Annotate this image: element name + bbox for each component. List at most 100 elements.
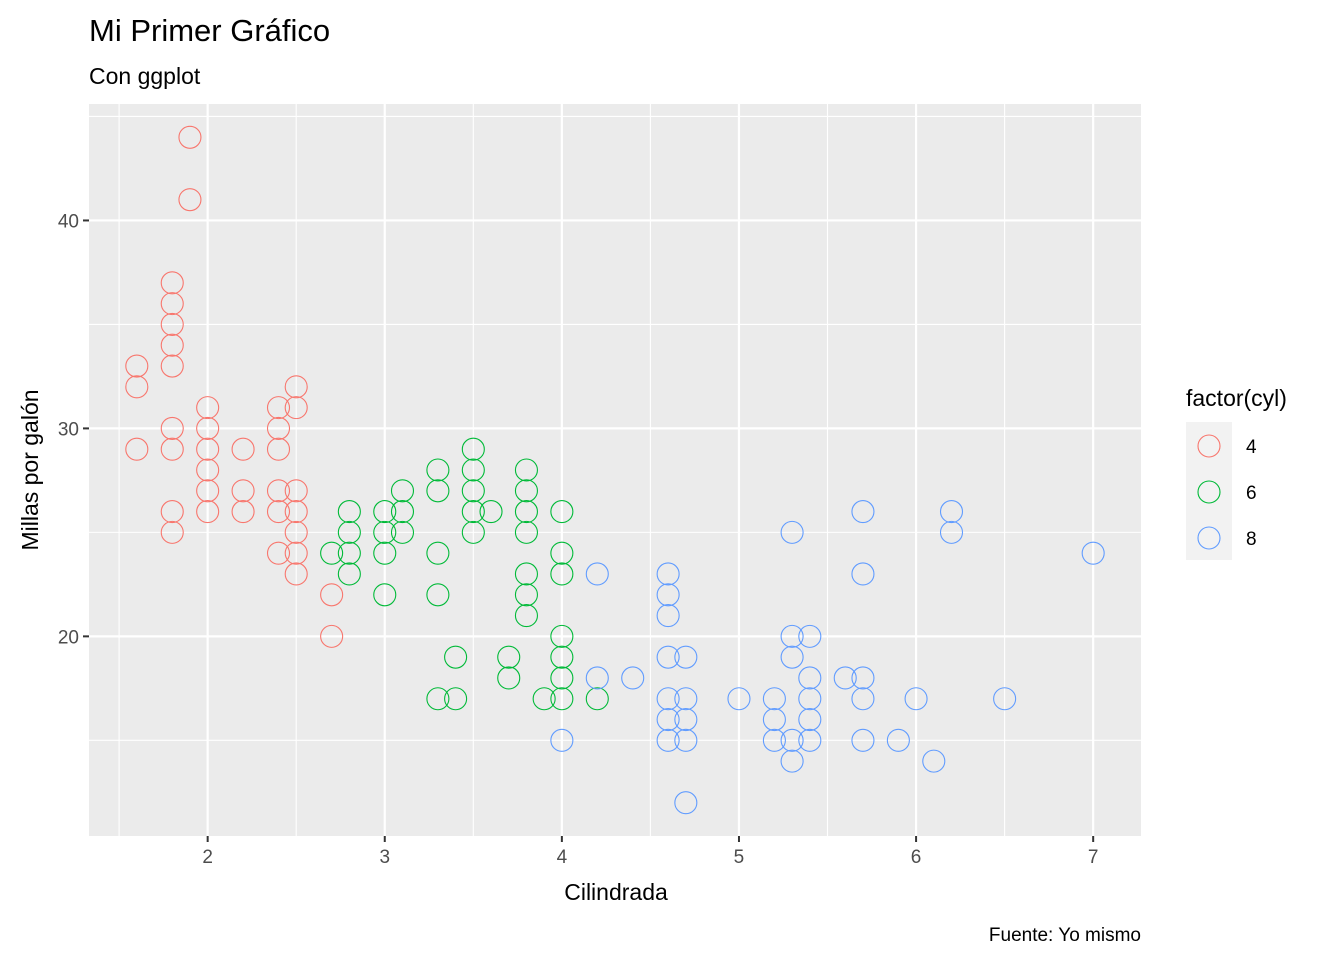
data-points [125, 125, 1105, 815]
data-point-cyl-6 [532, 687, 556, 711]
data-point-cyl-6 [550, 624, 574, 648]
y-tick-label: 20 [58, 627, 79, 648]
data-point-cyl-6 [426, 583, 450, 607]
chart-caption: Fuente: Yo mismo [989, 925, 1141, 946]
data-point-cyl-6 [444, 645, 468, 669]
data-point-cyl-4 [196, 479, 220, 503]
data-point-cyl-4 [284, 520, 308, 544]
data-point-cyl-8 [939, 520, 964, 544]
data-point-cyl-4 [284, 562, 308, 586]
data-point-cyl-8 [798, 728, 822, 752]
data-point-cyl-8 [780, 728, 804, 752]
data-point-cyl-4 [266, 396, 291, 420]
data-point-cyl-8 [585, 562, 609, 586]
x-tick-label: 2 [202, 847, 213, 868]
data-point-cyl-8 [621, 666, 645, 690]
data-point-cyl-6 [426, 541, 450, 565]
data-point-cyl-8 [656, 687, 680, 711]
data-point-cyl-4 [125, 375, 149, 399]
y-axis-title: Millas por galón [17, 389, 43, 550]
data-point-cyl-8 [656, 604, 680, 628]
data-point-cyl-6 [426, 479, 450, 503]
data-point-cyl-6 [514, 520, 538, 544]
plot-panel [89, 104, 1141, 836]
data-point-cyl-8 [851, 500, 875, 524]
data-point-cyl-8 [993, 687, 1017, 711]
data-point-cyl-4 [266, 541, 291, 565]
chart-subtitle: Con ggplot [89, 63, 201, 89]
data-point-cyl-8 [922, 749, 946, 773]
data-point-cyl-8 [674, 687, 698, 711]
minor-gridlines [89, 104, 1141, 836]
data-point-cyl-8 [674, 645, 698, 669]
data-point-cyl-8 [1081, 541, 1105, 565]
data-point-cyl-4 [160, 437, 184, 461]
data-point-cyl-8 [851, 728, 875, 752]
data-point-cyl-6 [550, 541, 574, 565]
data-point-cyl-4 [320, 583, 344, 607]
data-point-cyl-6 [514, 583, 538, 607]
data-point-cyl-4 [284, 541, 308, 565]
data-point-cyl-6 [390, 479, 415, 503]
data-point-cyl-6 [337, 500, 361, 524]
data-point-cyl-8 [886, 728, 910, 752]
data-point-cyl-6 [390, 500, 415, 524]
data-point-cyl-8 [851, 666, 875, 690]
data-point-cyl-8 [798, 707, 822, 732]
legend-key-background [1186, 422, 1232, 560]
data-point-cyl-4 [125, 354, 149, 378]
y-tick-label: 30 [58, 419, 79, 440]
data-point-cyl-4 [196, 416, 220, 440]
data-point-cyl-8 [762, 728, 786, 752]
data-point-cyl-4 [178, 125, 202, 149]
data-point-cyl-4 [266, 416, 291, 440]
data-point-cyl-8 [674, 728, 698, 752]
data-point-cyl-4 [231, 437, 255, 461]
legend-key-6 [1197, 480, 1221, 504]
legend-label-8: 8 [1246, 529, 1257, 550]
x-tick-label: 3 [379, 847, 390, 868]
data-point-cyl-4 [160, 333, 184, 357]
data-point-cyl-4 [284, 375, 308, 399]
data-point-cyl-6 [337, 520, 361, 544]
data-point-cyl-8 [798, 666, 822, 690]
x-axis-title: Cilindrada [564, 879, 668, 905]
data-point-cyl-8 [674, 791, 698, 815]
data-point-cyl-6 [514, 604, 538, 628]
data-point-cyl-8 [833, 666, 857, 690]
data-point-cyl-6 [373, 520, 397, 544]
data-point-cyl-6 [461, 437, 485, 461]
data-point-cyl-8 [904, 687, 928, 711]
data-point-cyl-4 [284, 396, 308, 420]
data-point-cyl-8 [780, 645, 804, 669]
data-point-cyl-6 [320, 541, 344, 565]
data-point-cyl-6 [550, 500, 574, 524]
data-point-cyl-8 [939, 500, 964, 524]
data-point-cyl-8 [851, 687, 875, 711]
data-point-cyl-8 [762, 707, 786, 732]
data-point-cyl-6 [550, 666, 574, 690]
data-point-cyl-8 [656, 645, 680, 669]
legend-key-8 [1197, 526, 1221, 550]
data-point-cyl-4 [196, 396, 220, 420]
data-point-cyl-6 [337, 541, 361, 565]
data-point-cyl-4 [266, 479, 291, 503]
data-point-cyl-6 [461, 479, 485, 503]
data-point-cyl-6 [585, 687, 609, 711]
data-point-cyl-6 [497, 666, 521, 690]
data-point-cyl-6 [514, 562, 538, 586]
data-point-cyl-4 [196, 500, 220, 524]
legend-label-6: 6 [1246, 483, 1257, 504]
data-point-cyl-4 [160, 292, 184, 316]
data-point-cyl-6 [479, 500, 503, 524]
data-point-cyl-4 [196, 458, 220, 482]
data-point-cyl-8 [780, 520, 804, 544]
data-point-cyl-8 [656, 583, 680, 607]
x-tick-label: 5 [734, 847, 745, 868]
major-gridlines [89, 104, 1141, 836]
data-point-cyl-6 [444, 687, 468, 711]
data-point-cyl-4 [160, 354, 184, 378]
data-point-cyl-4 [160, 312, 184, 336]
data-point-cyl-6 [461, 500, 485, 524]
